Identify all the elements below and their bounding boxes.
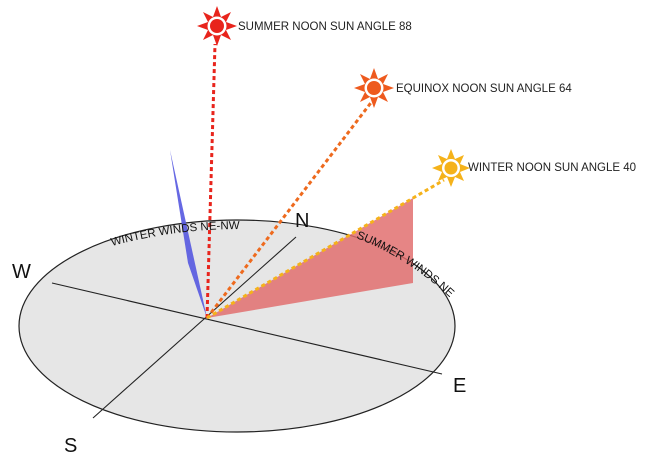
summer-sun-ray [205, 43, 217, 319]
axis-west-east [51, 282, 443, 375]
winter-winds-wedge [170, 150, 207, 318]
equinox-sun-ray [205, 99, 375, 319]
east-label: E [453, 375, 466, 397]
north-label: N [295, 210, 309, 232]
winter-sun-ray [206, 178, 445, 320]
winter-sun-label: WINTER NOON SUN ANGLE 40 [468, 162, 636, 174]
equinox-sun-icon [354, 68, 394, 108]
south-label: S [64, 435, 77, 453]
west-label: W [12, 261, 31, 283]
summer-sun-label: SUMMER NOON SUN ANGLE 88 [238, 21, 412, 33]
axis-north-south [92, 236, 297, 419]
winter-sun-icon [432, 149, 470, 187]
summer-sun-icon [197, 6, 237, 46]
equinox-sun-label: EQUINOX NOON SUN ANGLE 64 [396, 83, 572, 95]
